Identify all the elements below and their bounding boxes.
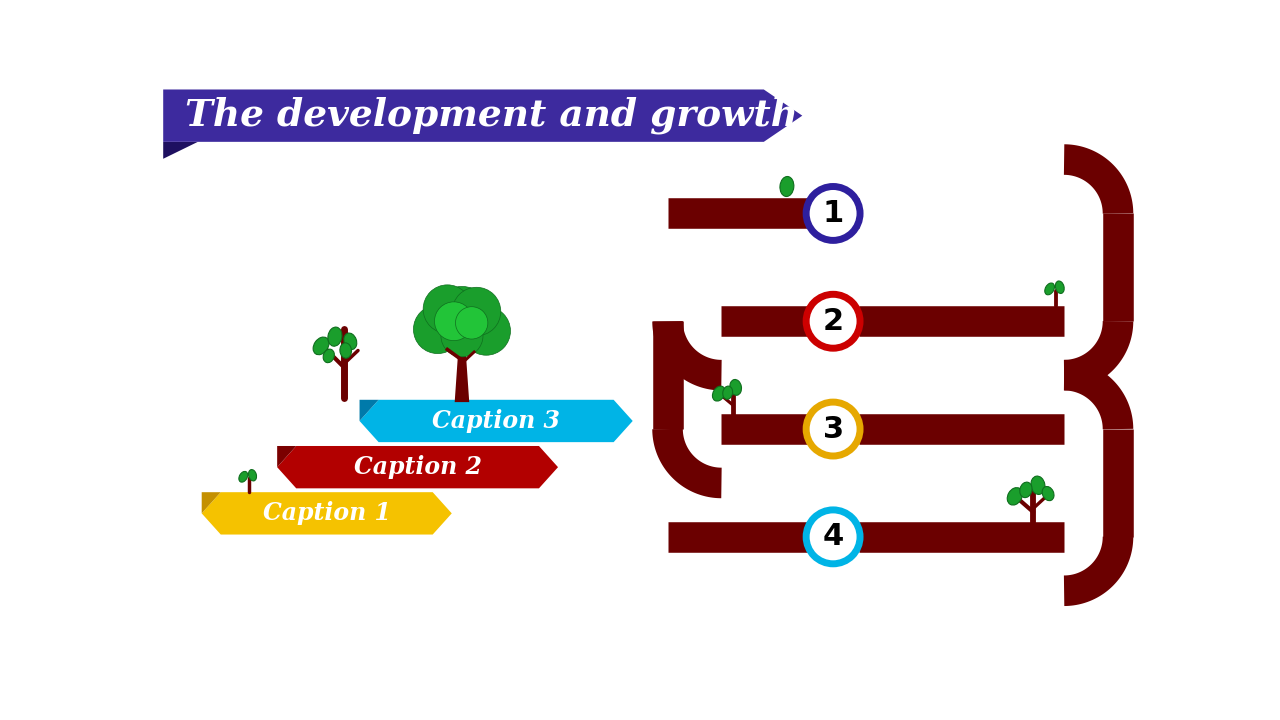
Text: 4: 4 — [823, 522, 844, 552]
Circle shape — [456, 307, 488, 339]
Text: Caption 3: Caption 3 — [433, 409, 561, 433]
Circle shape — [440, 315, 483, 357]
Ellipse shape — [1007, 487, 1023, 505]
Circle shape — [806, 402, 860, 456]
Ellipse shape — [1044, 283, 1055, 294]
Polygon shape — [278, 446, 558, 488]
Text: 1: 1 — [823, 199, 844, 228]
Circle shape — [806, 294, 860, 348]
Ellipse shape — [340, 343, 352, 358]
Polygon shape — [360, 400, 379, 421]
Ellipse shape — [344, 333, 357, 349]
Ellipse shape — [328, 327, 342, 346]
Ellipse shape — [314, 337, 329, 355]
Text: 2: 2 — [823, 307, 844, 336]
Text: Caption 2: Caption 2 — [353, 455, 481, 480]
Circle shape — [431, 287, 493, 348]
Text: The development and growth ppt template: The development and growth ppt template — [184, 97, 1080, 135]
Ellipse shape — [1020, 482, 1032, 498]
Circle shape — [806, 186, 860, 240]
Ellipse shape — [323, 349, 334, 363]
Circle shape — [413, 305, 462, 354]
Ellipse shape — [713, 386, 726, 401]
Ellipse shape — [723, 386, 732, 400]
Ellipse shape — [248, 469, 256, 481]
Polygon shape — [202, 492, 452, 534]
Polygon shape — [164, 142, 198, 159]
Ellipse shape — [1030, 476, 1044, 495]
Ellipse shape — [730, 379, 741, 395]
Circle shape — [806, 510, 860, 564]
Ellipse shape — [1056, 281, 1064, 294]
Circle shape — [424, 285, 471, 333]
Text: Caption 1: Caption 1 — [262, 501, 390, 526]
Circle shape — [452, 287, 500, 336]
Polygon shape — [202, 492, 220, 513]
Circle shape — [462, 307, 511, 355]
Circle shape — [434, 302, 474, 341]
Text: 3: 3 — [823, 415, 844, 444]
Polygon shape — [164, 89, 803, 142]
Polygon shape — [278, 446, 296, 467]
Ellipse shape — [1042, 487, 1053, 500]
Ellipse shape — [780, 176, 794, 197]
Polygon shape — [360, 400, 632, 442]
Ellipse shape — [239, 472, 248, 482]
Polygon shape — [454, 349, 470, 402]
